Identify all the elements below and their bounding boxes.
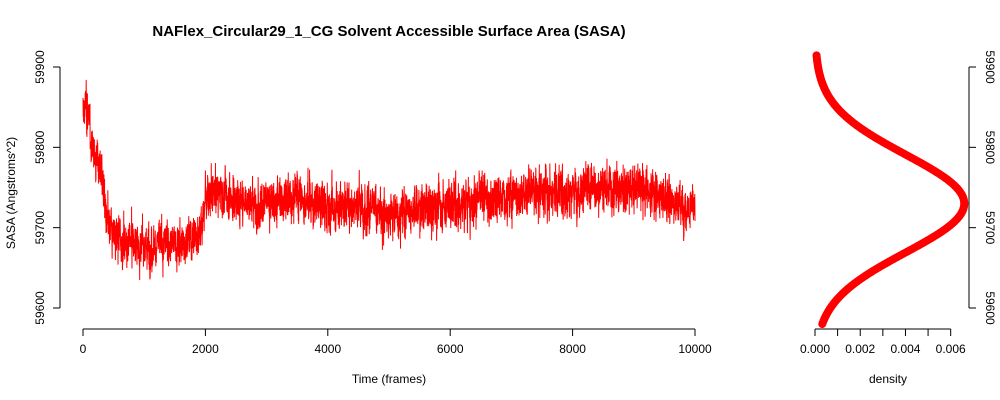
- density-axis-label: density: [869, 372, 907, 386]
- x-axis-label: Time (frames): [352, 372, 426, 386]
- sasa-line-path: [82, 79, 696, 280]
- density-panel: 0.000 0.002 0.004 0.006 59600 59700 59800 5990…: [800, 50, 997, 386]
- density-y-tick-label: 59700: [983, 211, 997, 245]
- density-y-tick-label: 59600: [983, 291, 997, 325]
- density-curve: [812, 51, 969, 329]
- sasa-y-axis: 59600 59700 59800 59900: [33, 50, 61, 325]
- density-x-tick-label: 0.006: [936, 342, 966, 356]
- y-tick-label: 59700: [33, 211, 47, 245]
- y-axis-label: SASA (Angstroms^2): [4, 137, 18, 249]
- x-tick-label: 10000: [678, 342, 712, 356]
- density-y-axis: 59600 59700 59800 59900: [968, 50, 997, 325]
- y-tick-label: 59800: [33, 130, 47, 164]
- chart-title: NAFlex_Circular29_1_CG Solvent Accessibl…: [152, 23, 625, 40]
- y-tick-label: 59600: [33, 291, 47, 325]
- density-y-tick-label: 59900: [983, 50, 997, 84]
- x-tick-label: 0: [80, 342, 87, 356]
- sasa-time-series-line: [82, 79, 696, 280]
- density-y-tick-label: 59800: [983, 131, 997, 165]
- x-tick-label: 4000: [314, 342, 341, 356]
- time-series-panel: 0 2000 4000 6000 8000 10000 59600597005980059…: [4, 50, 712, 386]
- density-x-axis: 0.000 0.002 0.004 0.006: [800, 328, 966, 356]
- time-x-axis: 0 2000 4000 6000 8000 10000: [80, 328, 712, 356]
- x-tick-label: 2000: [192, 342, 219, 356]
- x-tick-label: 8000: [559, 342, 586, 356]
- density-x-tick-label: 0.004: [890, 342, 920, 356]
- y-tick-label: 59900: [33, 50, 47, 84]
- density-x-tick-label: 0.000: [800, 342, 830, 356]
- density-x-tick-label: 0.002: [845, 342, 875, 356]
- x-tick-label: 6000: [437, 342, 464, 356]
- density-point: [812, 51, 821, 60]
